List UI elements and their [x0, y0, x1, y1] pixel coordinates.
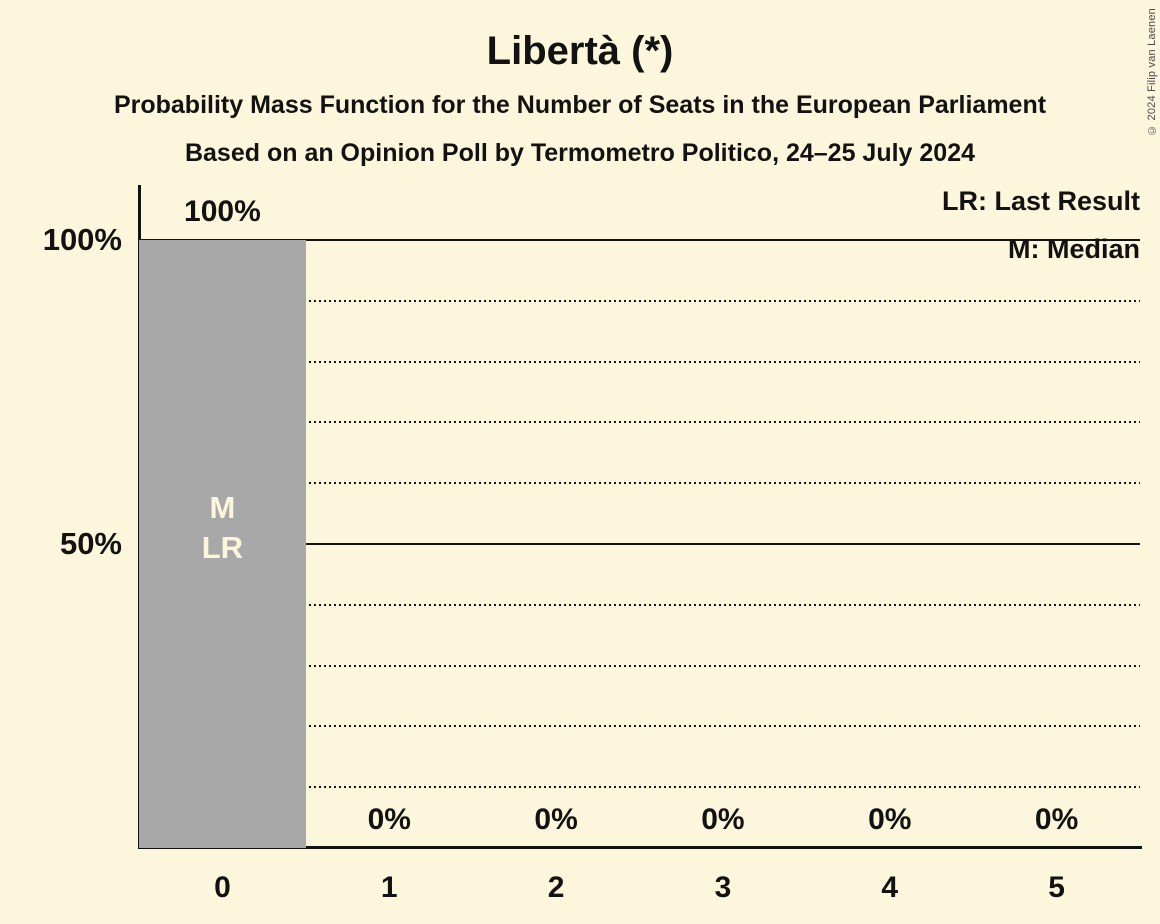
legend-last-result: LR: Last Result: [941, 186, 1140, 216]
x-axis-label-2: 2: [547, 871, 565, 904]
x-axis-label-3: 3: [714, 871, 732, 904]
gridline-dotted-90pct: [139, 299, 1140, 302]
bar-value-label-1: 0%: [367, 803, 411, 836]
gridline-dotted-20pct: [139, 725, 1140, 728]
y-axis-label-50: 50%: [59, 526, 122, 561]
x-axis-label-0: 0: [214, 871, 231, 904]
bar-seats-0: M LR: [139, 240, 306, 848]
gridline-dotted-40pct: [139, 603, 1140, 606]
bar-annotation-median-lastresult: M LR: [201, 490, 244, 566]
gridline-dotted-10pct: [139, 786, 1140, 789]
gridline-dotted-80pct: [139, 360, 1140, 363]
chart-subtitle: Probability Mass Function for the Number…: [113, 91, 1047, 119]
bar-value-label-2: 0%: [534, 803, 578, 836]
gridline-dotted-30pct: [139, 664, 1140, 667]
bar-value-label-3: 0%: [701, 803, 745, 836]
bar-value-label-4: 0%: [868, 803, 912, 836]
gridline-solid-50pct: [139, 543, 1140, 545]
legend-median: M: Median: [1008, 234, 1140, 264]
x-axis-line: [138, 846, 1142, 849]
x-axis-label-1: 1: [380, 871, 398, 904]
gridline-dotted-70pct: [139, 421, 1140, 424]
bar-value-label-5: 0%: [1034, 803, 1079, 836]
y-axis-label-100: 100%: [42, 222, 122, 257]
gridline-dotted-60pct: [139, 482, 1140, 485]
page-title: Libertà (*): [486, 29, 674, 73]
gridline-solid-100pct: [139, 239, 1140, 241]
x-axis-label-4: 4: [881, 871, 899, 904]
copyright-notice: © 2024 Filip van Laenen: [1146, 8, 1158, 136]
chart-poll-source: Based on an Opinion Poll by Termometro P…: [184, 139, 976, 167]
bar-value-label-0: 100%: [184, 195, 261, 228]
x-axis-label-5: 5: [1048, 871, 1065, 904]
